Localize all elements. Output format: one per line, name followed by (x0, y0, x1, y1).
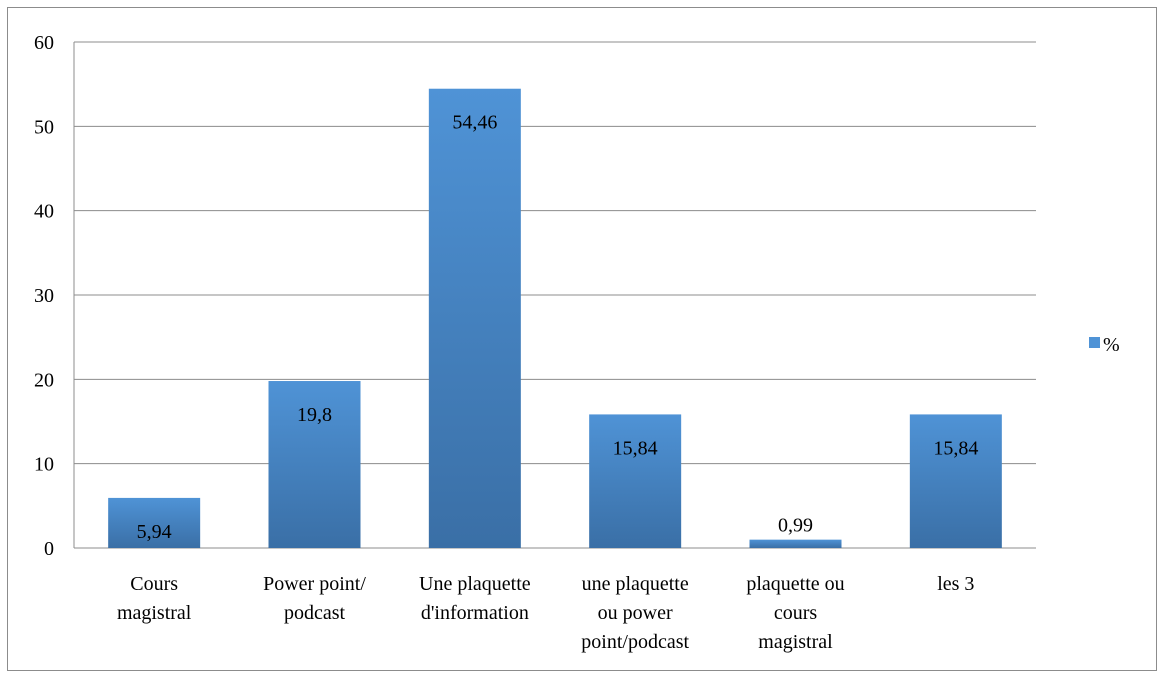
y-tick-label: 20 (34, 369, 54, 391)
data-labels: 5,94 19,8 54,46 15,84 0,99 15,84 (137, 112, 979, 543)
x-tick-label: magistral (758, 631, 833, 653)
y-tick-label: 30 (34, 285, 54, 307)
x-tick-label: ou power (598, 602, 673, 624)
bar (268, 381, 361, 548)
chart-frame (7, 7, 1157, 671)
y-axis-ticks: 0 10 20 30 40 50 60 (34, 32, 54, 560)
data-label: 54,46 (452, 112, 497, 134)
bar (909, 414, 1002, 548)
x-tick-label: cours (774, 602, 818, 624)
y-tick-label: 40 (34, 201, 54, 223)
x-tick-label: plaquette ou (746, 573, 844, 595)
legend-label: % (1103, 334, 1120, 356)
y-tick-label: 0 (44, 538, 54, 560)
x-tick-label: les 3 (937, 573, 974, 595)
x-tick-label: Cours (130, 573, 178, 595)
x-tick-label: point/podcast (581, 631, 689, 653)
data-label: 15,84 (933, 437, 978, 459)
data-label: 5,94 (137, 521, 172, 543)
y-tick-label: 10 (34, 454, 54, 476)
bar (108, 497, 201, 548)
x-tick-label: d'information (421, 602, 529, 624)
x-tick-label: une plaquette (582, 573, 689, 595)
data-label: 0,99 (778, 515, 813, 537)
legend-swatch (1089, 337, 1100, 348)
legend: % (1089, 334, 1120, 356)
y-tick-label: 60 (34, 32, 54, 54)
x-tick-label: magistral (117, 602, 192, 624)
data-label: 19,8 (297, 404, 332, 426)
bar (749, 539, 842, 548)
y-tick-label: 50 (34, 116, 54, 138)
bar (589, 414, 682, 548)
bar (428, 88, 521, 548)
x-tick-label: Power point/ (263, 573, 366, 595)
x-tick-label: Une plaquette (419, 573, 531, 595)
data-label: 15,84 (613, 437, 658, 459)
bars (108, 88, 1002, 548)
x-tick-label: podcast (284, 602, 346, 624)
x-axis-ticks: Cours magistral Power point/podcast Une pla… (117, 573, 974, 653)
gridlines (73, 41, 1036, 549)
